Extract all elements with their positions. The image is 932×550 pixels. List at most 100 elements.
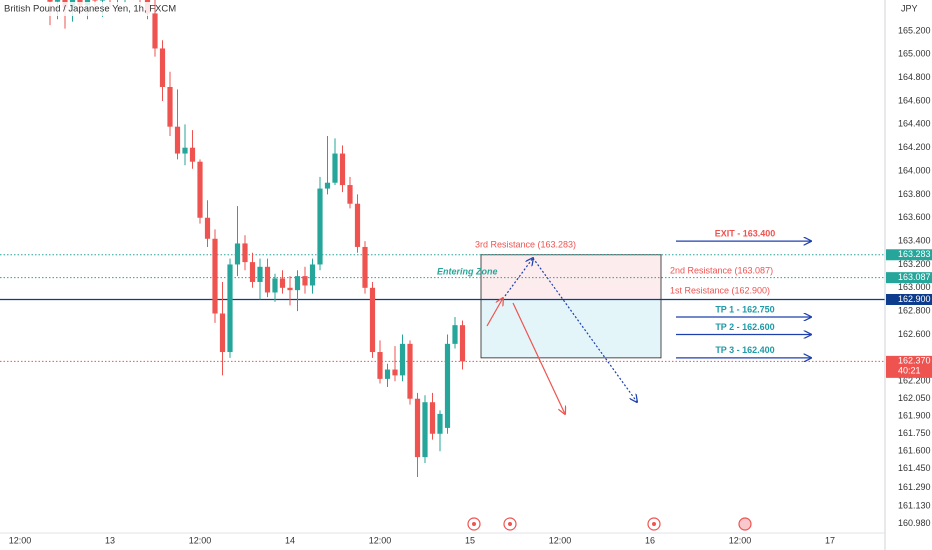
y-tick-label: 160.980	[898, 518, 931, 528]
y-tick-label: 162.600	[898, 329, 931, 339]
candle-body	[392, 369, 398, 376]
candle-body	[197, 161, 203, 218]
annotation: Entering Zone	[437, 266, 498, 276]
candle-body	[54, 0, 61, 2]
price-label: 162.900	[898, 294, 931, 304]
candle-body	[384, 369, 391, 379]
candle-body	[407, 343, 413, 399]
trade-arrows	[486, 258, 637, 414]
candle-body	[362, 246, 368, 288]
candle-body	[369, 287, 376, 353]
y-tick-label: 162.050	[898, 393, 931, 403]
price-label-bg	[886, 355, 932, 378]
y-tick-label: 163.000	[898, 282, 931, 292]
candle-body	[204, 217, 211, 239]
target-label: TP 1 - 162.750	[715, 304, 774, 314]
y-tick-label: 161.900	[898, 411, 931, 421]
price-label-bg	[886, 272, 932, 284]
candle-body	[99, 0, 106, 1]
y-tick-label: 164.400	[898, 119, 931, 129]
title-bg	[0, 2, 152, 16]
candle-body	[422, 402, 428, 458]
x-tick-label: 15	[465, 535, 475, 545]
candle-body	[309, 264, 316, 286]
x-tick-label: 17	[825, 535, 835, 545]
candle-body	[459, 325, 466, 362]
candle-body	[444, 343, 451, 428]
y-tick-label: 164.000	[898, 165, 931, 175]
x-tick-label: 16	[645, 535, 655, 545]
candle-body	[354, 203, 361, 247]
y-tick-label: 161.750	[898, 428, 931, 438]
annotation: 3rd Resistance (163.283)	[475, 239, 576, 249]
price-label-bg	[886, 293, 932, 305]
x-tick-label: 12:00	[189, 535, 212, 545]
y-tick-label: 164.600	[898, 95, 931, 105]
candle-body	[399, 343, 406, 376]
y-tick-label: 164.800	[898, 72, 931, 82]
candle-body	[212, 238, 218, 314]
candle-body	[437, 413, 443, 434]
candle-body	[189, 147, 196, 162]
event-icons	[467, 517, 752, 531]
x-tick-label: 12:00	[729, 535, 752, 545]
candle-body	[167, 86, 173, 127]
candle-body	[287, 287, 293, 291]
target-label: TP 2 - 162.600	[715, 322, 774, 332]
x-tick-label: 12:00	[9, 535, 32, 545]
candle-body	[182, 147, 188, 154]
y-tick-label: 162.800	[898, 306, 931, 316]
y-tick-label: 163.200	[898, 259, 931, 269]
price-label-bg	[886, 249, 932, 261]
y-tick-label: 161.600	[898, 446, 931, 456]
chart-title: British Pound / Japanese Yen, 1h, FXCM	[4, 4, 176, 15]
y-tick-label: 161.290	[898, 482, 931, 492]
candle-body	[242, 243, 248, 263]
zone	[480, 299, 662, 359]
y-tick-label: 163.600	[898, 212, 931, 222]
candle-body	[249, 262, 256, 282]
x-tick-label: 12:00	[369, 535, 392, 545]
y-tick-label: 163.400	[898, 235, 931, 245]
y-tick-label: 161.130	[898, 501, 931, 511]
candle-body	[219, 313, 226, 353]
target-label: TP 3 - 162.400	[715, 345, 774, 355]
candle-body	[264, 266, 271, 293]
x-tick-label: 12:00	[549, 535, 572, 545]
target-label: EXIT - 163.400	[715, 228, 776, 238]
y-tick-label: 161.450	[898, 463, 931, 473]
candle-body	[152, 13, 158, 49]
candle-body	[92, 0, 98, 1]
candle-body	[302, 276, 308, 286]
x-tick-label: 14	[285, 535, 295, 545]
annotation: 1st Resistance (162.900)	[670, 285, 770, 295]
candle-body	[257, 266, 263, 282]
currency-label: JPY	[901, 3, 918, 13]
candle-body	[377, 352, 383, 379]
countdown-label: 40:21	[898, 366, 921, 376]
annotation: 2nd Resistance (163.087)	[670, 265, 773, 275]
x-tick-label: 13	[105, 535, 115, 545]
price-label: 163.087	[898, 272, 931, 282]
y-tick-label: 165.200	[898, 25, 931, 35]
candle-body	[47, 0, 53, 2]
candle-body	[174, 126, 181, 154]
y-tick-label: 163.800	[898, 189, 931, 199]
candle-body	[324, 182, 331, 189]
candle-body	[234, 243, 241, 265]
candle-body	[339, 153, 346, 186]
candle-body	[227, 264, 233, 353]
candle-body	[159, 48, 166, 87]
price-label: 163.283	[898, 249, 931, 259]
candle-body	[452, 325, 458, 344]
y-tick-label: 162.200	[898, 376, 931, 386]
candle-body	[347, 185, 353, 204]
y-tick-label: 165.000	[898, 49, 931, 59]
candle-body	[294, 276, 301, 291]
y-tick-label: 164.200	[898, 142, 931, 152]
candle-body	[429, 402, 436, 434]
candle-body	[332, 153, 338, 183]
candle-body	[317, 188, 323, 265]
candle-body	[279, 278, 286, 288]
